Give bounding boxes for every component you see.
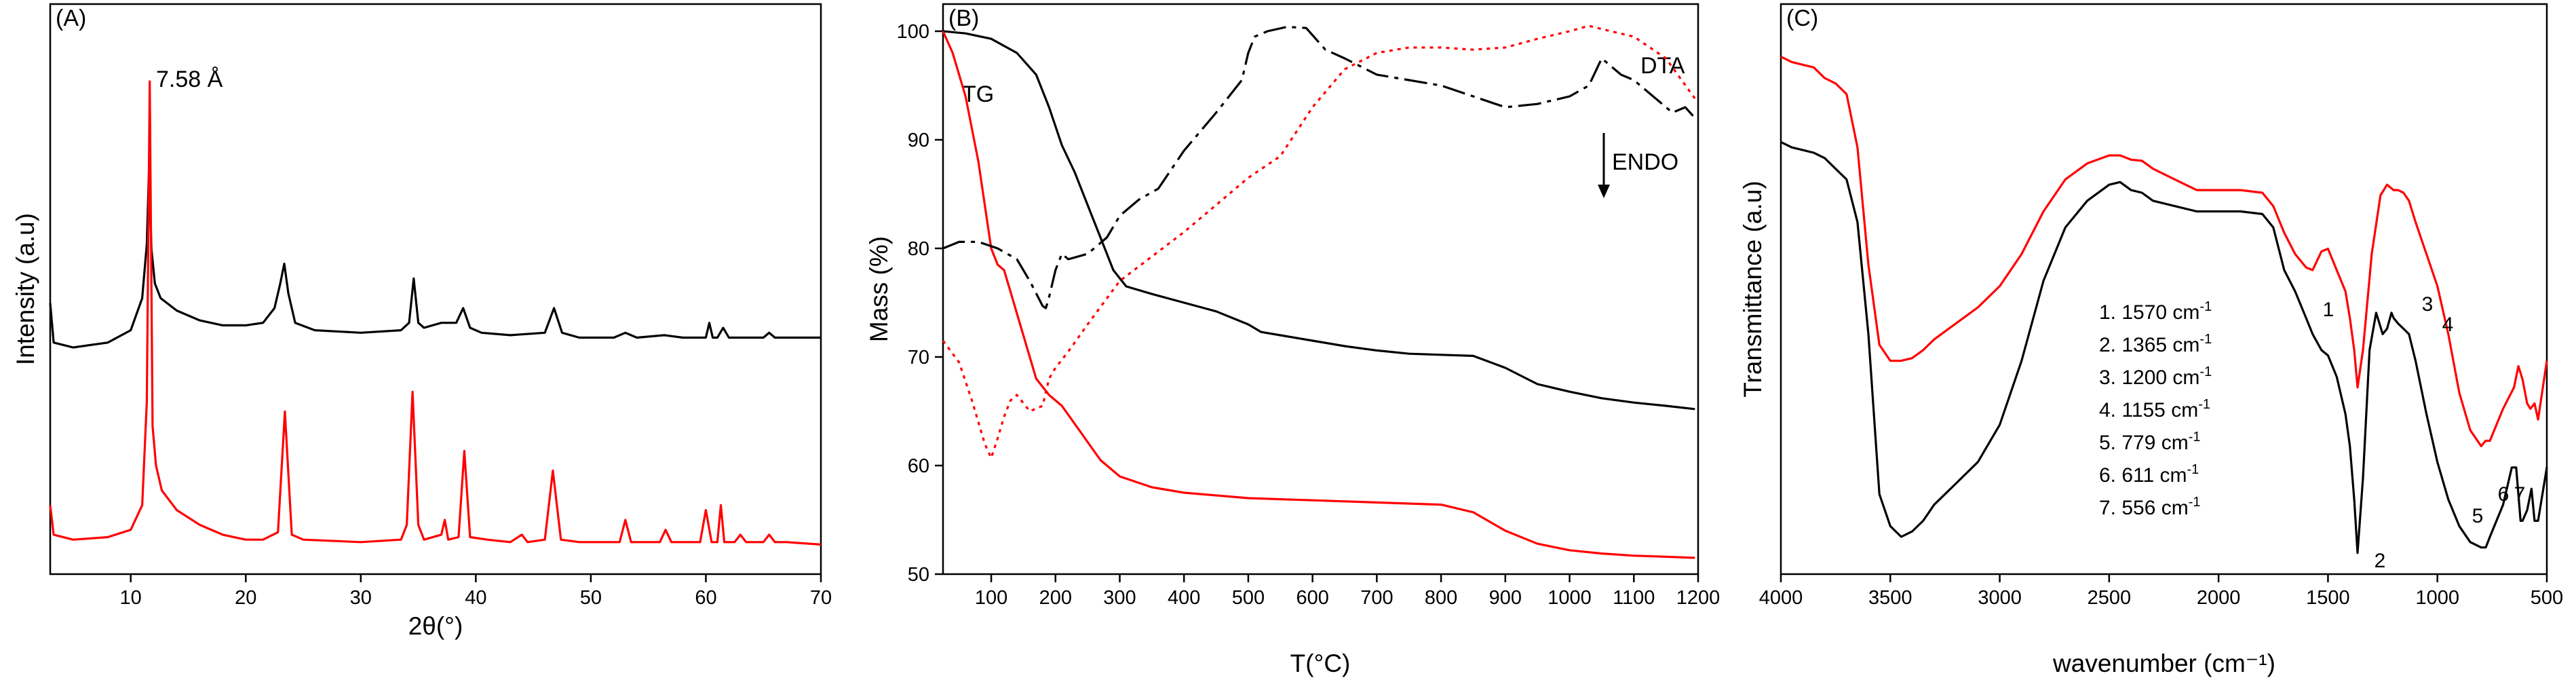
panel-b-x-axis-label: T(°C) [1290, 649, 1351, 677]
x-tick-label: 50 [580, 587, 602, 609]
x-tick-label: 30 [350, 587, 372, 609]
panel-c-x-ticks: 4000 3500 3000 2500 2000 1500 1000 500 [1759, 574, 2563, 609]
x-tick-label: 500 [1232, 587, 1265, 609]
x-tick-label: 600 [1296, 587, 1328, 609]
x-tick-label: 1500 [2306, 587, 2350, 609]
series-line-dta-red [942, 24, 1696, 459]
y-tick-label: 80 [908, 238, 929, 260]
x-tick-label: 300 [1103, 587, 1136, 609]
legend-item: 6. 611 cm-1 [2099, 462, 2199, 487]
x-tick-label: 2000 [2197, 587, 2241, 609]
x-tick-label: 40 [465, 587, 486, 609]
panel-a-x-axis-label: 2θ(°) [408, 612, 463, 640]
x-tick-label: 400 [1168, 587, 1200, 609]
legend-item: 4. 1155 cm-1 [2099, 397, 2210, 421]
peak-label: 5 [2472, 505, 2484, 527]
peak-label: 1 [2323, 299, 2334, 321]
peak-label: 3 [2422, 293, 2434, 316]
panel-a-y-axis-label: Intensity (a.u) [12, 213, 39, 365]
peak-label: 4 [2442, 314, 2454, 336]
x-tick-label: 3000 [1978, 587, 2022, 609]
series-line-red-spectrum [1780, 56, 2548, 448]
x-tick-label: 4000 [1759, 587, 1803, 609]
series-line-tg-red [942, 31, 1695, 559]
panel-a-label: (A) [56, 5, 86, 31]
x-tick-label: 1100 [1613, 587, 1655, 609]
legend-item: 2. 1365 cm-1 [2099, 332, 2212, 356]
panel-a-x-ticks: 10 20 30 40 50 60 70 [120, 574, 832, 609]
panel-a-frame [49, 3, 822, 575]
legend-item: 7. 556 cm-1 [2099, 495, 2201, 519]
panel-c-x-axis-label: wavenumber (cm⁻¹) [2052, 649, 2275, 677]
panel-c-label: (C) [1786, 5, 1818, 31]
panel-b-label: (B) [948, 5, 979, 31]
x-tick-label: 70 [810, 587, 832, 609]
peak-label: 7 [2514, 483, 2526, 506]
y-tick-label: 50 [908, 564, 929, 586]
panel-b-dta-label: DTA [1640, 53, 1685, 79]
panel-b-thermal-chart: (B) TG DTA ENDO 100 200 300 400 500 600 700 800… [865, 3, 1720, 677]
series-line-black-spectrum [1780, 140, 2548, 554]
x-tick-label: 1200 [1676, 587, 1720, 609]
series-line-dta-black [942, 25, 1696, 309]
peak-label: 2 [2375, 550, 2386, 572]
panel-c-legend: 1. 1570 cm-1 2. 1365 cm-1 3. 1200 cm-1 4. 1… [2099, 299, 2212, 519]
x-tick-label: 100 [975, 587, 1007, 609]
x-tick-label: 20 [235, 587, 256, 609]
panel-c-y-axis-label: Transmittance (a.u) [1739, 181, 1767, 397]
x-tick-label: 1000 [1547, 587, 1592, 609]
panel-a-peak-annotation: 7.58 Å [156, 67, 223, 92]
peak-label: 6 [2498, 483, 2510, 506]
series-line-red-pattern [49, 80, 822, 546]
panel-c-ir-chart: (C) 4000 3500 3000 2500 2000 1500 1000 500 1. 1… [1739, 3, 2563, 677]
panel-b-series [942, 24, 1696, 559]
x-tick-label: 3500 [1868, 587, 1912, 609]
panel-b-frame [942, 3, 1699, 575]
x-tick-label: 10 [120, 587, 142, 609]
x-tick-label: 200 [1039, 587, 1072, 609]
panel-a-series [49, 80, 822, 546]
panel-b-endo-arrow-icon [1598, 185, 1610, 198]
x-tick-label: 900 [1489, 587, 1522, 609]
series-line-black-pattern [49, 164, 821, 349]
y-tick-label: 70 [908, 347, 929, 369]
panel-b-y-axis-label: Mass (%) [865, 236, 893, 342]
y-tick-label: 60 [908, 455, 929, 477]
y-tick-label: 90 [908, 130, 929, 151]
x-tick-label: 700 [1360, 587, 1393, 609]
x-tick-label: 800 [1425, 587, 1457, 609]
panel-a-xrd-chart: (A) 7.58 Å 10 20 30 40 50 60 70 2θ(°) Intensit… [12, 3, 832, 640]
panel-c-series [1780, 56, 2548, 554]
legend-item: 5. 779 cm-1 [2099, 430, 2201, 454]
x-tick-label: 60 [695, 587, 716, 609]
panel-b-x-ticks: 100 200 300 400 500 600 700 800 900 1000 1100 1200 [975, 574, 1720, 609]
panel-c-peak-labels: 1 2 34 56 7 [2323, 293, 2526, 572]
x-tick-label: 2500 [2088, 587, 2132, 609]
x-tick-label: 1000 [2415, 587, 2459, 609]
legend-item: 3. 1200 cm-1 [2099, 364, 2212, 389]
x-tick-label: 500 [2531, 587, 2563, 609]
series-line-tg-black [942, 30, 1695, 411]
panel-b-endo-label: ENDO [1612, 149, 1678, 175]
panel-c-frame [1780, 3, 2548, 575]
y-tick-label: 100 [897, 21, 929, 43]
panel-b-y-ticks: 50 60 70 80 90 100 [897, 21, 943, 586]
legend-item: 1. 1570 cm-1 [2099, 299, 2212, 324]
